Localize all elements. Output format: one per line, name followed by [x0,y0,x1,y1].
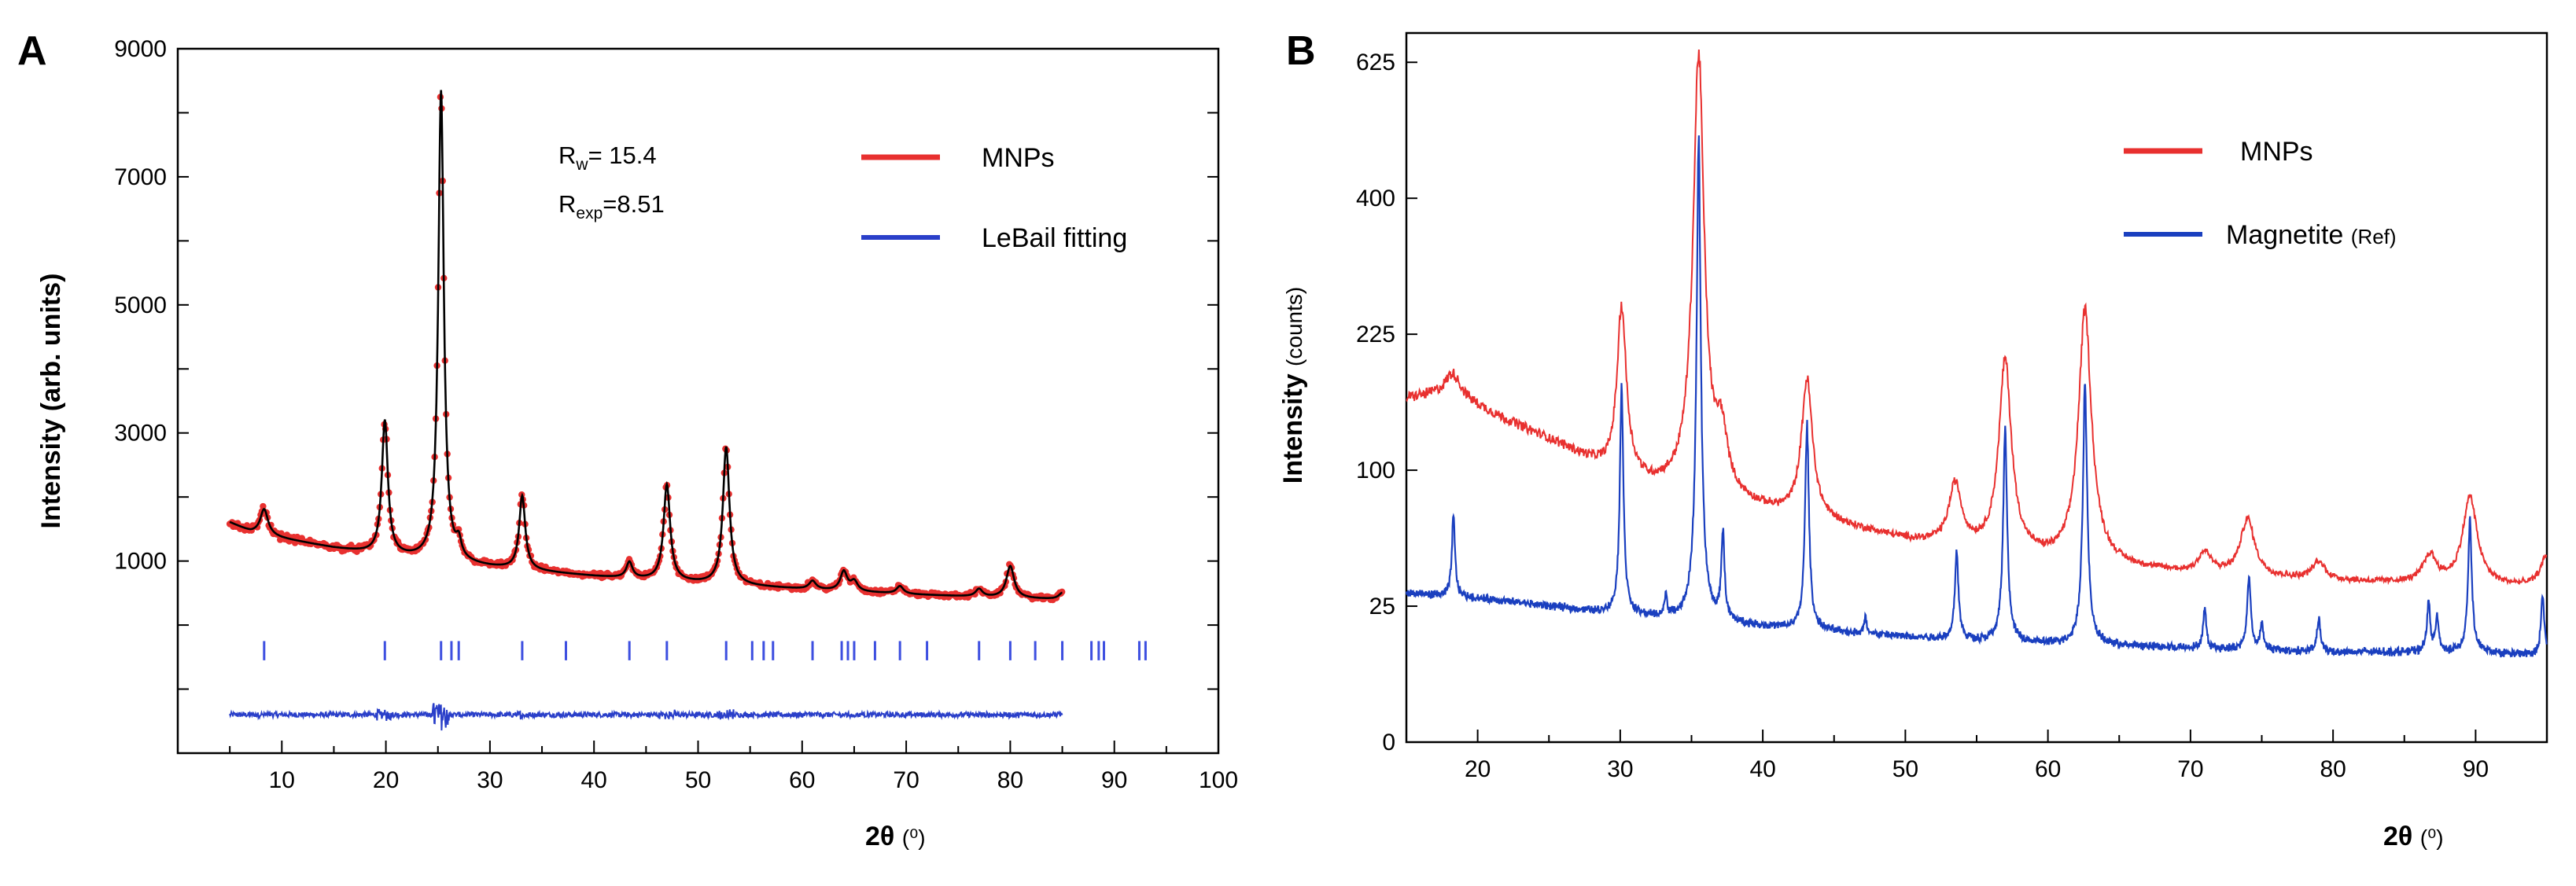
panel-b-magnetite-ref-curve [1405,135,2548,658]
panel-b-y-tick-label: 0 [1382,730,1395,755]
panel-b-y-axis-label: Intensity (counts) [1278,287,1308,483]
panel-a-mnps-observed-points [226,94,1066,604]
panel-a-y-axis-label: Intensity (arb. units) [36,274,66,529]
panel-a-x-ticks: 10 20 30 40 50 60 70 80 90 100 [177,741,1238,793]
panel-b-x-ticks: 20 30 40 50 60 70 80 90 [1406,730,2548,782]
panel-b-legend-label-magnetite: Magnetite (Ref) [2226,220,2397,250]
panel-b-legend-label-mnps: MNPs [2240,137,2313,167]
panel-b-mnps-curve [1406,49,2548,586]
panel-b-x-tick-label: 20 [1465,756,1491,782]
panel-a-legend-label-lebail: LeBail fitting [982,223,1127,253]
panel-b-y-tick-label: 400 [1356,186,1395,211]
magnetite-ref-suffix: (Ref) [2351,225,2397,248]
panel-a-y-ticks: 1000 3000 5000 7000 9000 [114,36,1218,690]
panel-b-y-axis-label-main: Intensity [1278,373,1308,483]
panel-a: A 1000 3000 5000 7000 9000 10 20 30 40 50 60 70 80 9… [17,28,1238,851]
panel-a-y-tick-label: 5000 [114,292,167,318]
panel-b-x-tick-label: 50 [1892,756,1918,782]
panel-a-y-tick-label: 1000 [114,549,167,575]
panel-b-y-axis-label-unit: (counts) [1282,287,1306,366]
panel-b-x-tick-label: 70 [2177,756,2203,782]
panel-b-y-tick-label: 625 [1356,50,1395,75]
panel-a-x-tick-label: 70 [893,767,919,793]
panel-a-x-axis-label: 2θ (⁰) [865,822,926,851]
panel-b-x-axis-label-unit: (⁰) [2420,825,2444,850]
panel-b-y-ticks: 0 25 100 225 400 625 [1356,50,1417,755]
panel-b-y-tick-label: 225 [1356,322,1395,347]
panel-b-x-tick-label: 90 [2463,756,2489,782]
panel-a-difference-curve [229,703,1063,731]
magnetite-label: Magnetite [2226,220,2343,250]
panel-a-x-tick-label: 10 [269,767,295,793]
panel-b-x-tick-label: 40 [1749,756,1775,782]
panel-a-bragg-markers [263,641,1147,660]
rw-value: = 15.4 [588,142,657,169]
panel-a-x-axis-label-unit: (⁰) [902,825,926,850]
panel-a-x-tick-label: 50 [685,767,711,793]
panel-a-x-tick-label: 40 [581,767,607,793]
panel-a-obs-point [253,524,261,531]
panel-b-y-tick-label: 25 [1369,594,1395,619]
panel-a-x-tick-label: 30 [477,767,503,793]
panel-a-rw-annotation: Rw= 15.4 [558,142,657,174]
panel-b-x-axis-label-main: 2θ [2383,822,2412,851]
panel-a-rexp-annotation: Rexp=8.51 [558,190,665,222]
panel-a-x-tick-label: 80 [997,767,1023,793]
panel-a-y-tick-label: 3000 [114,421,167,447]
panel-a-legend-label-mnps: MNPs [982,143,1055,173]
panel-b-x-tick-label: 80 [2320,756,2346,782]
panel-a-letter: A [17,28,47,74]
panel-a-lebail-calc-curve [229,90,1063,599]
panel-a-obs-point [260,502,267,510]
rw-subscript: w [575,156,588,174]
panel-a-x-tick-label: 100 [1199,767,1238,793]
panel-a-x-tick-label: 90 [1101,767,1127,793]
panel-b-y-tick-label: 100 [1356,458,1395,483]
panel-a-x-axis-label-main: 2θ [865,822,894,851]
panel-b-x-tick-label: 60 [2035,756,2061,782]
panel-b-plot-frame [1405,31,2548,744]
panel-a-x-tick-label: 60 [789,767,815,793]
panel-b: B 0 25 100 225 400 625 20 30 40 50 60 70 80 90 Inten… [1278,28,2548,851]
rexp-subscript: exp [576,204,603,222]
panel-a-y-tick-label: 7000 [114,164,167,190]
panel-b-x-tick-label: 30 [1607,756,1633,782]
panel-a-x-tick-label: 20 [373,767,399,793]
rw-symbol: R [558,142,576,169]
rexp-value: =8.51 [603,190,664,218]
panel-a-y-tick-label: 9000 [114,36,167,62]
rexp-symbol: R [558,190,576,218]
panel-b-x-axis-label: 2θ (⁰) [2383,822,2444,851]
panel-b-letter: B [1286,28,1316,74]
